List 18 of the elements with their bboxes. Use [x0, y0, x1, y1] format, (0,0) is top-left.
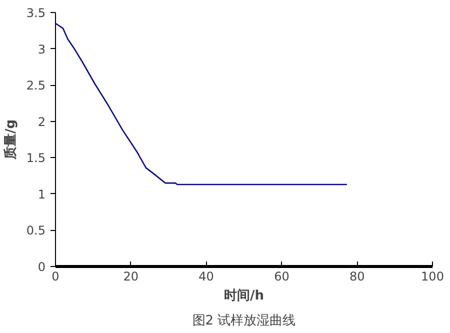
x-tick-label: 20 [123, 270, 139, 284]
y-tick-label: 1.5 [26, 151, 46, 166]
x-tick-label: 0 [52, 270, 60, 284]
y-tick-label: 1 [38, 187, 46, 202]
y-tick-label: 0.5 [26, 224, 46, 238]
y-tick-label: 2 [38, 114, 46, 129]
line-series [56, 22, 348, 186]
y-tick-label: 3.5 [26, 6, 46, 20]
x-tick-label: 40 [198, 270, 214, 284]
x-tick-label: 100 [421, 270, 444, 284]
y-tick-label: 3 [38, 42, 46, 56]
x-tick-label: 80 [349, 270, 365, 284]
text: 图2 试样放湿曲线 [192, 314, 296, 328]
x-tick-label: 60 [274, 270, 290, 284]
y-tick-label: 0 [38, 260, 46, 274]
y-tick-label: 2.5 [26, 78, 46, 93]
y-axis-title: 质量/g [2, 119, 18, 161]
x-axis-title: 时间/h [224, 288, 264, 304]
